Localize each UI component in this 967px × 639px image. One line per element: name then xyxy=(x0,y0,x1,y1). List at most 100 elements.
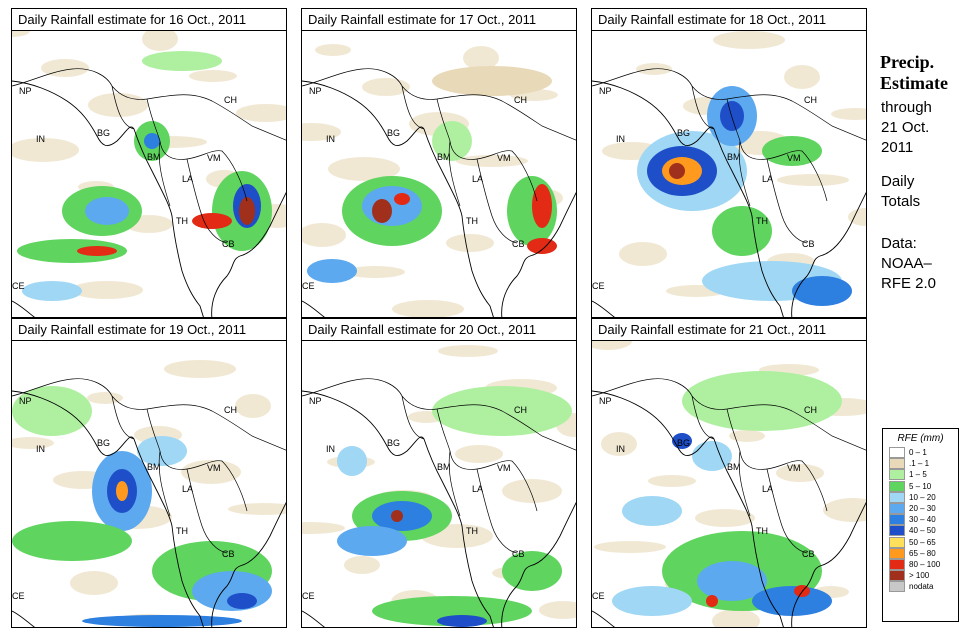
legend-label: 65 – 80 xyxy=(909,548,936,558)
rainfall-area xyxy=(502,551,562,591)
light-rain-patch xyxy=(302,123,341,141)
rainfall-map: NP IN BG BM CH VM LA TH CB CE xyxy=(11,30,287,318)
light-rain-patch xyxy=(392,300,464,317)
light-rain-patch xyxy=(446,234,494,252)
date-line1: 21 Oct. xyxy=(881,119,930,136)
rainfall-area xyxy=(672,433,692,449)
rainfall-area xyxy=(527,238,557,254)
light-rain-patch xyxy=(87,392,123,404)
light-rain-patch xyxy=(619,242,667,266)
daily-line2: Totals xyxy=(881,193,921,210)
map-canvas xyxy=(12,31,286,317)
legend-label: nodata xyxy=(909,582,934,592)
legend-label: 30 – 40 xyxy=(909,515,936,525)
country-label-bg: BG xyxy=(97,128,111,138)
rainfall-area xyxy=(612,586,692,616)
light-rain-patch xyxy=(456,155,528,167)
light-rain-patch xyxy=(235,394,271,418)
daily-totals-text: Daily Totals xyxy=(881,172,920,212)
light-rain-patch xyxy=(776,464,824,482)
panel-title: Daily Rainfall estimate for 19 Oct., 201… xyxy=(11,318,287,340)
map-canvas xyxy=(592,31,866,317)
light-rain-patch xyxy=(601,432,637,456)
country-label-th: TH xyxy=(466,216,478,226)
rainfall-area xyxy=(792,276,852,306)
country-label-vm: VM xyxy=(497,153,511,163)
light-rain-patch xyxy=(455,445,503,463)
country-label-ce: CE xyxy=(12,591,25,601)
country-label-bg: BG xyxy=(387,128,401,138)
rainfall-area xyxy=(372,199,392,223)
rainfall-area xyxy=(239,197,255,225)
rainfall-area xyxy=(85,197,129,225)
country-label-bm: BM xyxy=(437,152,451,162)
legend-swatch xyxy=(889,558,905,570)
rainfall-area xyxy=(77,246,117,256)
country-border xyxy=(302,378,576,554)
light-rain-patch xyxy=(88,93,148,117)
country-label-np: NP xyxy=(309,86,322,96)
rainfall-panel: Daily Rainfall estimate for 21 Oct., 201… xyxy=(591,318,867,628)
light-rain-patch xyxy=(142,31,178,51)
through-label: through xyxy=(881,99,932,116)
coastline xyxy=(12,390,286,627)
map-canvas xyxy=(12,360,286,627)
country-border xyxy=(592,378,866,554)
country-label-bm: BM xyxy=(147,152,161,162)
rainfall-area xyxy=(762,136,822,166)
rainfall-area xyxy=(669,163,685,179)
rainfall-panel: Daily Rainfall estimate for 18 Oct., 201… xyxy=(591,8,867,318)
legend-label: 5 – 10 xyxy=(909,481,932,491)
legend-title: RFE (mm) xyxy=(897,433,944,444)
country-label-cb: CB xyxy=(802,549,815,559)
country-label-np: NP xyxy=(19,396,32,406)
legend-item: > 100 xyxy=(883,570,958,582)
country-label-vm: VM xyxy=(207,153,221,163)
light-rain-patch xyxy=(463,46,499,70)
rainfall-area xyxy=(137,436,187,466)
country-label-bm: BM xyxy=(147,462,161,472)
country-label-ch: CH xyxy=(514,95,527,105)
light-rain-patch xyxy=(164,360,236,378)
country-label-bg: BG xyxy=(677,128,691,138)
country-label-ch: CH xyxy=(224,95,237,105)
map-canvas xyxy=(302,345,576,627)
legend-item: 50 – 65 xyxy=(883,536,958,548)
legend-label: 1 – 5 xyxy=(909,470,927,480)
rainfall-area xyxy=(752,586,832,616)
country-border xyxy=(12,68,286,244)
country-label-th: TH xyxy=(756,526,768,536)
legend-label: 20 – 30 xyxy=(909,504,936,514)
legend-swatch xyxy=(889,491,905,503)
legend-item: 0 – 1 xyxy=(883,447,958,459)
light-rain-patch xyxy=(823,498,866,522)
panel-title: Daily Rainfall estimate for 20 Oct., 201… xyxy=(301,318,577,340)
rainfall-area xyxy=(394,193,410,205)
country-label-np: NP xyxy=(19,86,32,96)
legend-swatch xyxy=(889,570,905,582)
country-label-in: IN xyxy=(326,134,335,144)
country-label-bg: BG xyxy=(677,438,691,448)
side-title-line2: Estimate xyxy=(880,73,948,93)
rainfall-map: NP IN BG BM CH VM LA TH CB CE xyxy=(591,30,867,318)
country-label-vm: VM xyxy=(207,463,221,473)
rainfall-area xyxy=(144,133,160,149)
legend-swatch xyxy=(889,503,905,515)
rainfall-map: NP IN BG BM CH VM LA TH CB CE xyxy=(301,340,577,628)
rainfall-area xyxy=(697,561,767,601)
data-line2: NOAA– xyxy=(881,255,932,272)
coastline xyxy=(592,80,866,317)
rainfall-map: NP IN BG BM CH VM LA TH CB CE xyxy=(301,30,577,318)
legend-item: 65 – 80 xyxy=(883,547,958,559)
rainfall-area xyxy=(720,101,744,131)
legend-swatch xyxy=(889,581,905,593)
legend-swatch xyxy=(889,514,905,526)
legend-item: 1 – 5 xyxy=(883,469,958,481)
country-label-bg: BG xyxy=(97,438,111,448)
panel-title: Daily Rainfall estimate for 18 Oct., 201… xyxy=(591,8,867,30)
rainfall-area xyxy=(362,186,422,226)
legend-swatch xyxy=(889,547,905,559)
legend-swatch xyxy=(889,525,905,537)
light-rain-patch xyxy=(438,345,498,357)
